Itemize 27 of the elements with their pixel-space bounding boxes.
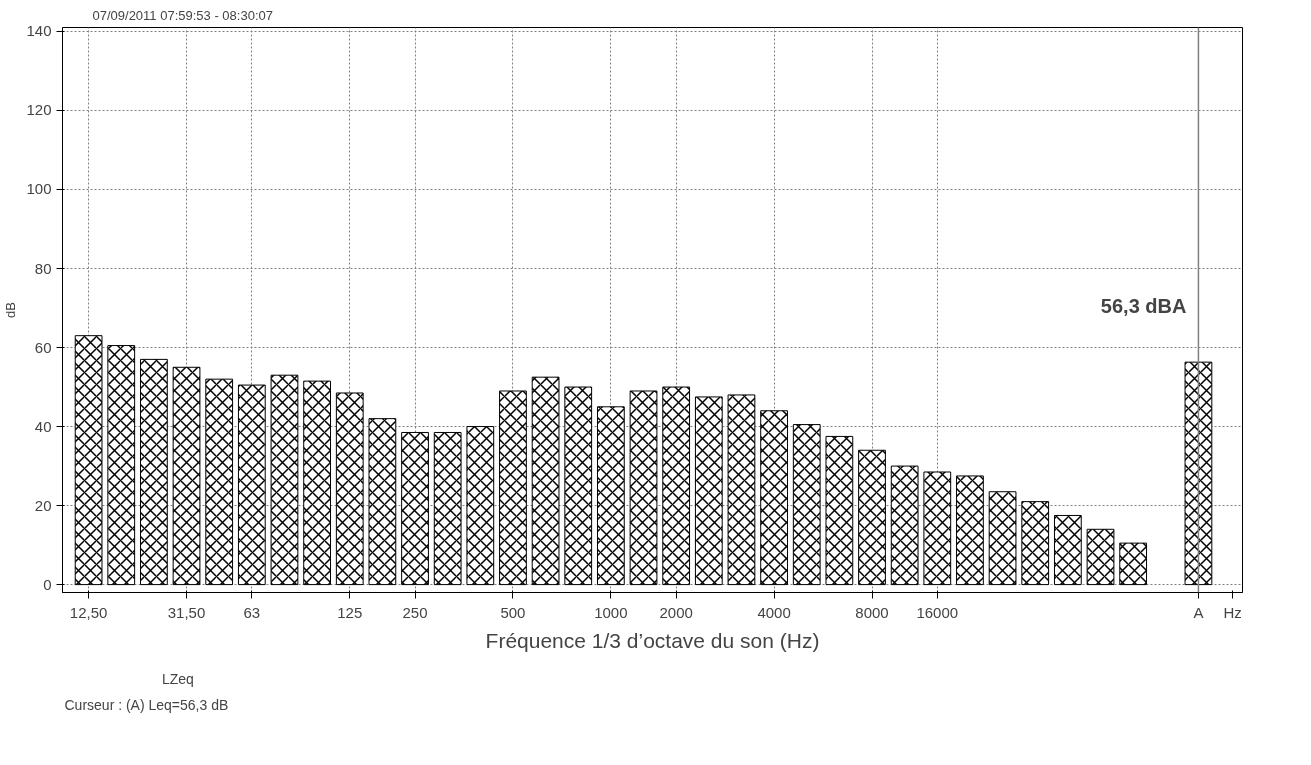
x-tick-label: 1000	[594, 603, 628, 621]
y-tick-label: 100	[26, 180, 52, 198]
chart-title: 07/09/2011 07:59:53 - 08:30:07	[92, 7, 273, 23]
y-tick-label: 60	[34, 338, 52, 356]
x-tick-label: 31,50	[167, 603, 206, 621]
x-tick-label: 4000	[757, 603, 791, 621]
y-tick-label: 120	[26, 101, 52, 119]
y-tick-label: 80	[34, 259, 52, 277]
x-tick-label: 250	[402, 603, 428, 621]
y-tick-label: 140	[26, 22, 52, 40]
x-tick-label: 12,50	[69, 603, 108, 621]
x-tick-label: 125	[337, 603, 363, 621]
x-tick-label: A	[1193, 603, 1204, 621]
annotation: 56,3 dBA	[1100, 295, 1187, 318]
y-tick-label: 0	[43, 575, 52, 593]
x-tick-label: 8000	[855, 603, 889, 621]
x-tick-label: 16000	[916, 603, 959, 621]
text: Hz	[1223, 603, 1242, 621]
x-tick-label: 2000	[659, 603, 693, 621]
y-tick-label: 20	[34, 496, 52, 514]
text: LZeq	[162, 671, 194, 687]
x-tick-label: 63	[243, 603, 261, 621]
x-tick-label: 500	[500, 603, 526, 621]
x-axis-title: Fréquence 1/3 d’octave du son (Hz)	[485, 628, 820, 652]
y-tick-label: 40	[34, 417, 52, 435]
text: Curseur : (A) Leq=56,3 dB	[64, 696, 229, 713]
y-axis-title: dB	[3, 302, 19, 318]
